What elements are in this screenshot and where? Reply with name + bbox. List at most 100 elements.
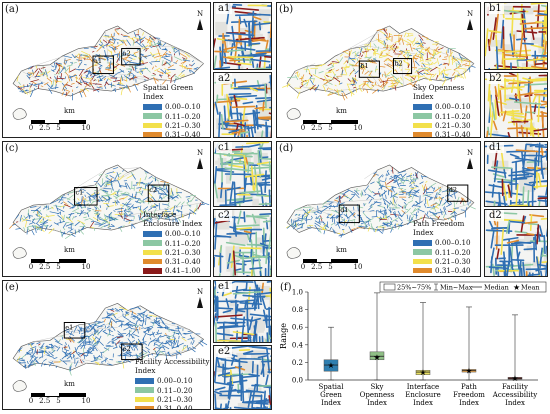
legend-row: 0.11–0.20 (143, 239, 205, 248)
legend-swatch (413, 132, 432, 138)
scale-tick: 2.5 (39, 263, 50, 271)
panel-b-label: (b) (279, 4, 293, 15)
scale-tick: 2.5 (311, 124, 322, 132)
legend-label: 0.00–0.10 (165, 102, 201, 111)
legend-label: 0.11–0.20 (435, 112, 471, 121)
legend-label: 0.11–0.20 (435, 248, 471, 257)
x-tick-label: Enclosure (405, 391, 441, 399)
legend-row: 0.21–0.30 (413, 121, 480, 130)
scale-tick: 5 (56, 263, 60, 271)
scale-tick: 0 (301, 263, 305, 271)
legend-iqr: 25%~75% (397, 284, 431, 292)
x-tick-label: Index (367, 399, 387, 407)
inset-e1: e1 (213, 280, 272, 343)
svg-text:a2: a2 (123, 50, 131, 58)
scale-tick: 5 (56, 124, 60, 132)
legend-row: 0.31–0.40 (413, 266, 480, 275)
legend-title: Spatial Green Index (143, 83, 210, 101)
scale-tick: 0 (29, 263, 33, 271)
legend-swatch (135, 378, 154, 384)
box-1: ★ (370, 293, 384, 380)
legend-row: 0.11–0.20 (413, 248, 480, 257)
scale-tick: 10 (82, 263, 91, 271)
mean-star: ★ (419, 368, 426, 377)
legend-row: 0.21–0.30 (413, 257, 480, 266)
legend-label: 0.31–0.40 (157, 404, 193, 410)
scale-tick: 10 (82, 397, 91, 405)
legend-label: 0.11–0.20 (165, 112, 201, 121)
svg-text:a1: a1 (94, 57, 102, 65)
legend-title: Facility Accessibility Index (135, 357, 210, 375)
scale-unit: km (336, 246, 347, 254)
legend-label: 0.00–0.10 (435, 238, 471, 247)
legend-label: 0.31–0.40 (165, 130, 201, 138)
scale-unit: km (64, 107, 75, 115)
mean-star: ★ (373, 353, 380, 362)
legend-title: Sky Openness Index (413, 83, 480, 101)
legend-swatch (143, 259, 162, 265)
legend-label: 0.11–0.20 (157, 386, 193, 395)
scale-tick: 0 (29, 124, 33, 132)
legend-label: 0.21–0.30 (435, 257, 471, 266)
legend-row: 0.00–0.10 (143, 229, 205, 238)
north-arrow-icon: N (195, 11, 205, 30)
legend-label: 0.21–0.30 (157, 395, 193, 404)
legend-swatch (143, 104, 162, 110)
legend-row: 0.31–0.40 (143, 257, 205, 266)
legend-row: 0.00–0.10 (413, 102, 480, 111)
legend-star: ★ (513, 283, 520, 292)
x-tick-label: Interface (407, 383, 439, 391)
legend-label: 0.00–0.10 (165, 229, 201, 238)
legend-row: 0.21–0.30 (135, 395, 210, 404)
legend-swatch (143, 132, 162, 138)
inset-d2: d2 (484, 209, 548, 277)
box-3: ★ (462, 307, 476, 380)
legend-row: 0.31–0.40 (143, 130, 210, 138)
legend-swatch (413, 259, 432, 265)
x-tick-label: Index (505, 399, 525, 407)
y-tick-label: 0.0 (292, 377, 303, 385)
legend-row: 0.41–1.00 (413, 275, 480, 277)
legend-swatch (143, 231, 162, 237)
north-arrow-icon: N (195, 289, 205, 308)
inset-c2: c2 (213, 209, 272, 277)
legend-row: 0.21–0.30 (143, 121, 210, 130)
inset-d1: d1 (484, 141, 548, 207)
svg-text:d1: d1 (340, 206, 348, 214)
legend-row: 0.11–0.20 (143, 112, 210, 121)
inset-b1: b1 (484, 2, 548, 70)
chart-label: (f) (280, 282, 292, 293)
scale-tick: 0 (301, 124, 305, 132)
legend-label: 0.21–0.30 (165, 121, 201, 130)
legend-label: 0.41–1.00 (165, 266, 201, 275)
legend-swatch (143, 268, 162, 274)
legend-swatch (135, 406, 154, 410)
svg-text:b2: b2 (394, 60, 402, 68)
legend-label: 0.21–0.30 (165, 248, 201, 257)
x-tick-label: Index (321, 399, 341, 407)
legend-mean: Mean (521, 284, 540, 292)
y-tick-label: 0.6 (292, 324, 304, 332)
legend-row: 0.11–0.20 (135, 386, 210, 395)
scale-tick: 0 (29, 397, 33, 405)
mean-star: ★ (465, 366, 472, 375)
legend-swatch (135, 387, 154, 393)
scale-tick: 2.5 (311, 263, 322, 271)
scale-tick: 2.5 (39, 397, 50, 405)
legend-label: 0.41–1.00 (435, 275, 471, 277)
y-tick-label: 0.2 (292, 359, 303, 367)
mean-star: ★ (327, 361, 334, 370)
scale-tick: 5 (328, 263, 332, 271)
x-tick-label: Accessibility (492, 391, 537, 399)
scale-tick: 10 (354, 124, 363, 132)
y-tick-label: 0.4 (292, 341, 304, 349)
scale-unit: km (336, 107, 347, 115)
